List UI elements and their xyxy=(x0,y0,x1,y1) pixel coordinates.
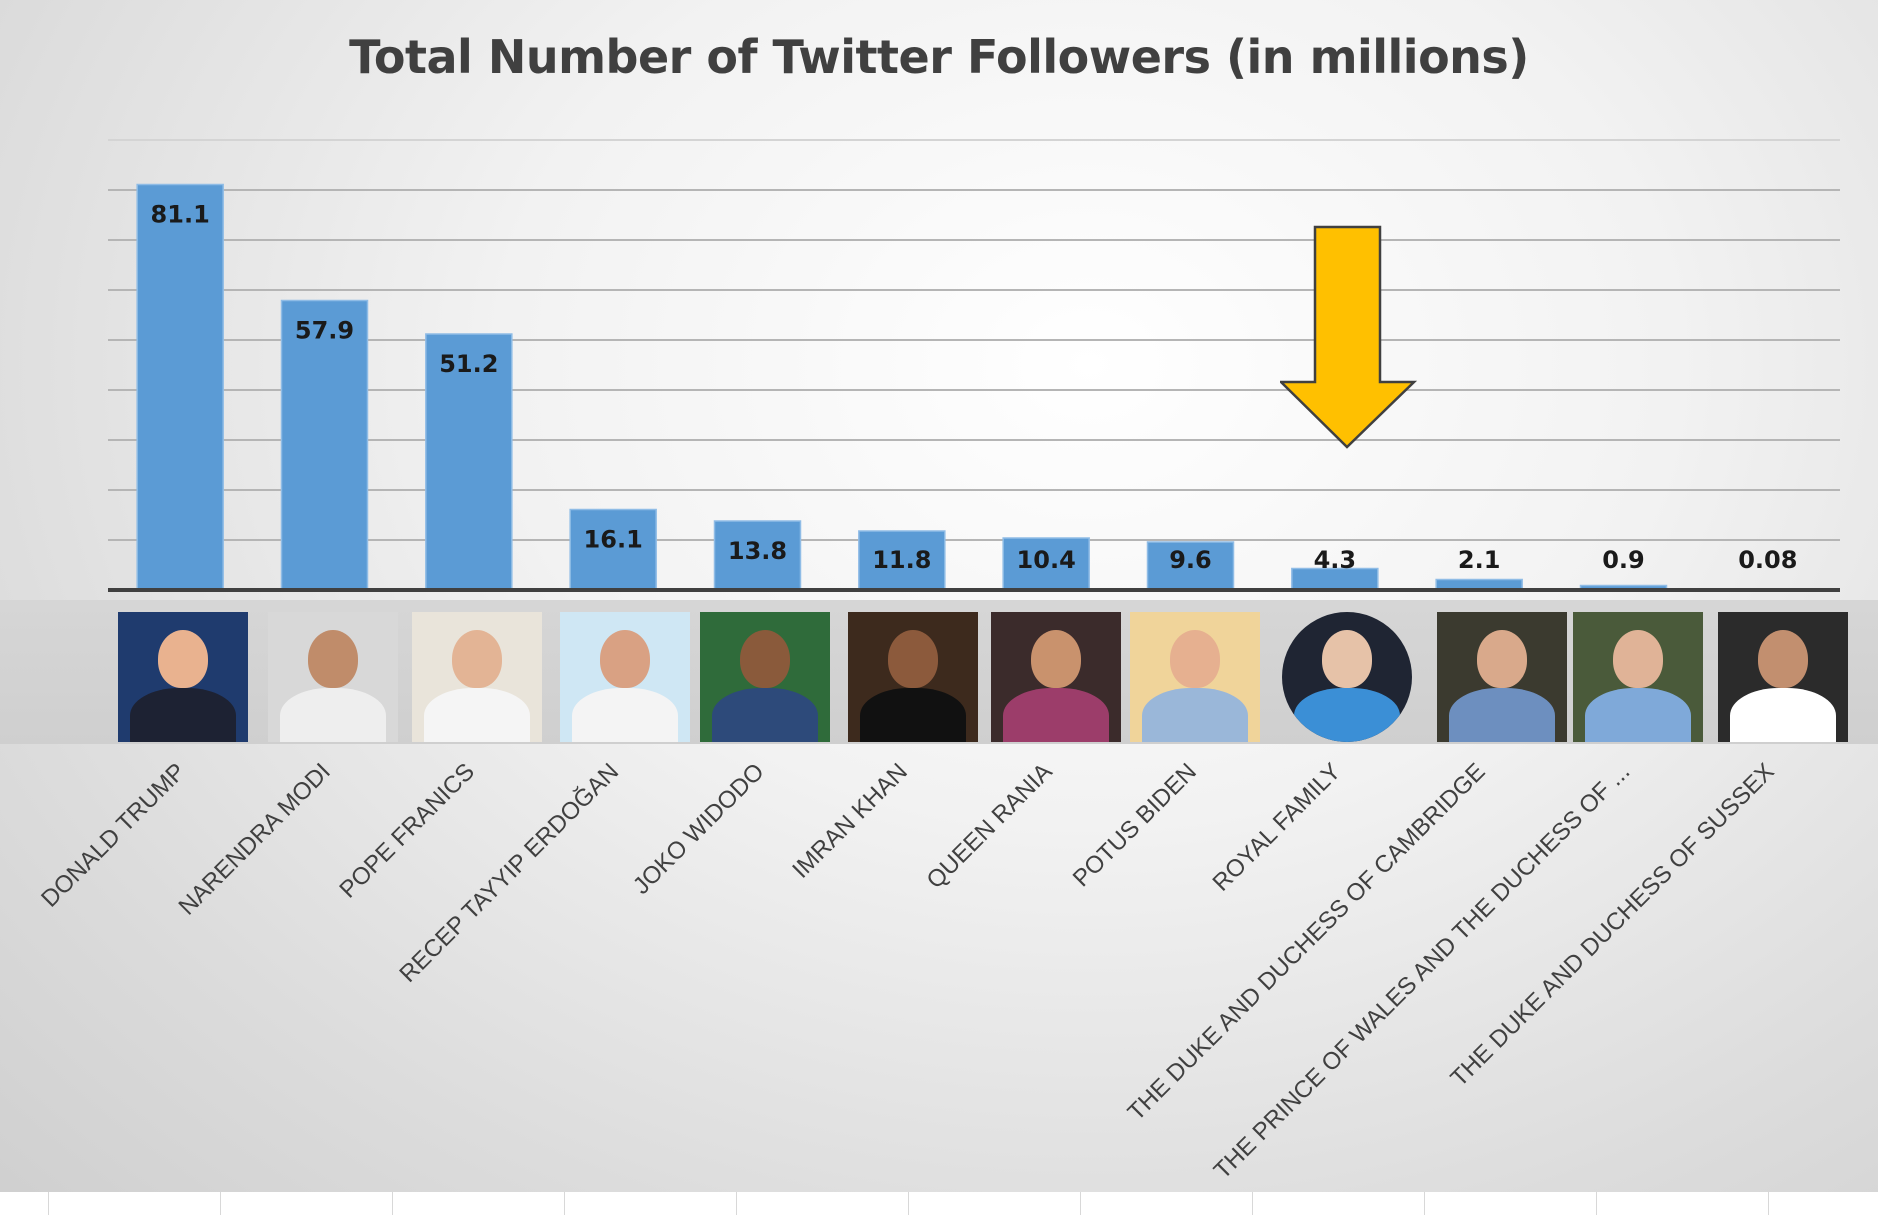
data-label-2: 51.2 xyxy=(439,350,498,378)
person-photo xyxy=(560,612,690,742)
sheet-gridline xyxy=(908,1192,909,1215)
sheet-gridline xyxy=(1080,1192,1081,1215)
sheet-gridline xyxy=(736,1192,737,1215)
chart-title: Total Number of Twitter Followers (in mi… xyxy=(349,30,1529,84)
data-label-6: 10.4 xyxy=(1017,546,1076,574)
spreadsheet-grid-strip xyxy=(0,1192,1878,1215)
person-photo xyxy=(118,612,248,742)
data-label-11: 0.08 xyxy=(1738,546,1797,574)
data-label-9: 2.1 xyxy=(1458,546,1501,574)
person-photo xyxy=(1130,612,1260,742)
bar-5 xyxy=(858,530,946,591)
bar-6 xyxy=(1002,537,1090,591)
data-label-7: 9.6 xyxy=(1169,546,1212,574)
sheet-gridline xyxy=(1424,1192,1425,1215)
person-photo xyxy=(848,612,978,742)
data-label-1: 57.9 xyxy=(295,317,354,345)
sheet-gridline xyxy=(1252,1192,1253,1215)
bar-1 xyxy=(280,299,369,591)
person-photo xyxy=(268,612,398,742)
sheet-gridline xyxy=(48,1192,49,1215)
person-photo xyxy=(700,612,830,742)
data-label-8: 4.3 xyxy=(1314,546,1357,574)
sheet-gridline xyxy=(1768,1192,1769,1215)
person-photo xyxy=(1437,612,1567,742)
sheet-gridline xyxy=(392,1192,393,1215)
bar-0 xyxy=(136,183,224,591)
person-photo xyxy=(1718,612,1848,742)
data-label-3: 16.1 xyxy=(584,526,643,554)
person-photo xyxy=(1573,612,1703,742)
person-photo xyxy=(1282,612,1412,742)
bar-4 xyxy=(713,520,802,591)
bar-3 xyxy=(569,508,657,591)
data-label-10: 0.9 xyxy=(1602,546,1645,574)
bar-2 xyxy=(425,333,513,591)
person-photo xyxy=(991,612,1121,742)
data-label-4: 13.8 xyxy=(728,537,787,565)
sheet-gridline xyxy=(564,1192,565,1215)
person-photo xyxy=(412,612,542,742)
sheet-gridline xyxy=(1596,1192,1597,1215)
data-label-5: 11.8 xyxy=(872,546,931,574)
sheet-gridline xyxy=(220,1192,221,1215)
data-label-0: 81.1 xyxy=(151,201,210,229)
highlight-arrow-icon xyxy=(1280,225,1418,449)
bar-chart: 81.1 57.9 51.2 16.1 13.8 11.8 10.4 9.6 4.3 2.1 0.9… xyxy=(108,139,1840,592)
